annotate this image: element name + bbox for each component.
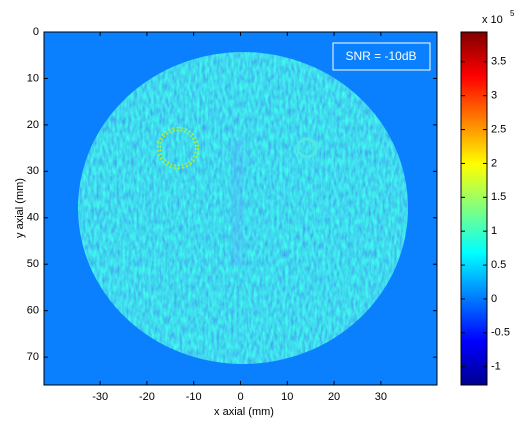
x-axis-label: x axial (mm): [214, 406, 274, 418]
colorbar-tick-label: 2.5: [491, 123, 506, 135]
y-axis-label: y axial (mm): [14, 178, 26, 238]
colorbar-tick-label: 0: [491, 293, 497, 305]
x-tick-label: 10: [281, 391, 293, 403]
y-tick-label: 40: [27, 212, 39, 224]
y-tick-label: 30: [27, 165, 39, 177]
colorbar: [460, 31, 488, 386]
annotation-box: [332, 42, 431, 71]
colorbar-exponent: 5: [510, 9, 515, 18]
colorbar-tick-label: 1.5: [491, 191, 506, 203]
colorbar-tick-label: 1: [491, 225, 497, 237]
x-tick-label: -10: [186, 391, 202, 403]
y-tick-label: 50: [27, 258, 39, 270]
x-tick-label: -20: [139, 391, 155, 403]
image: [44, 32, 437, 385]
x-tick-label: -30: [92, 391, 108, 403]
colorbar-tick-label: 2: [491, 157, 497, 169]
y-tick-label: 0: [33, 26, 39, 38]
x-tick-label: 30: [375, 391, 387, 403]
annotation: SNR = -10dB: [345, 49, 416, 63]
colorbar-tick-label: 0.5: [491, 259, 506, 271]
colorbar-multiplier: x 10: [482, 14, 503, 26]
colorbar-tick-label: 3: [491, 90, 497, 102]
y-tick-label: 60: [27, 305, 39, 317]
y-tick-label: 20: [27, 119, 39, 131]
x-tick-label: 20: [328, 391, 340, 403]
y-tick-label: 10: [27, 72, 39, 84]
colorbar-tick-label: 3.5: [491, 56, 506, 68]
colorbar-tick-label: -0.5: [491, 327, 510, 339]
colorbar-tick-label: -1: [491, 361, 501, 373]
y-tick-label: 70: [27, 351, 39, 363]
x-tick-label: 0: [237, 391, 243, 403]
